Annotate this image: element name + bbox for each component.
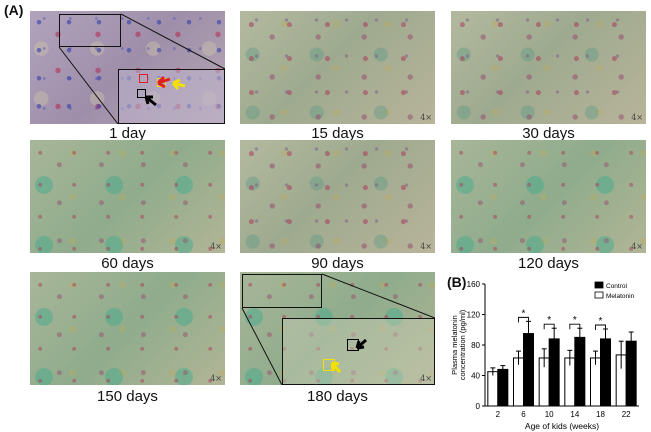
micrograph-caption: 150 days: [97, 388, 158, 405]
zoom-region-box: [59, 14, 121, 47]
micrograph-caption: 15 days: [311, 125, 364, 142]
melatonin-bar-chart: 0 40 80 120 160 Plasma melatoninconcentration…: [450, 280, 639, 431]
micrograph-caption: 30 days: [522, 125, 575, 142]
x-tick-label: 6: [521, 410, 526, 419]
magnification-label: 4×: [210, 242, 222, 251]
bar-control: [574, 336, 586, 407]
magnification-label: 4×: [631, 242, 643, 251]
black-arrow-icon: [144, 95, 157, 107]
magnification-label: 4×: [420, 242, 432, 251]
black-arrow-icon: [355, 338, 367, 350]
bar-melatonin: [513, 357, 524, 407]
bar-control: [600, 338, 611, 407]
x-tick-label: 2: [496, 410, 501, 419]
yellow-arrow-icon: [330, 361, 342, 373]
y-axis-label: Plasma melatoninconcentration (pg/ml): [450, 309, 467, 380]
significance-bracket: [569, 323, 581, 330]
significance-bracket: [518, 316, 529, 323]
panel-b-label: (B): [447, 274, 467, 290]
micrograph-30-days: 4×: [451, 11, 646, 124]
zoom-guide-lines: [58, 13, 225, 124]
legend-swatch-melatonin: [594, 291, 604, 299]
significance-mark: *: [573, 315, 577, 326]
significance-bracket: [543, 323, 555, 330]
y-tick-label: 160: [467, 280, 481, 289]
micrograph-90-days: 4×: [240, 140, 435, 253]
micrograph-150-days: 4×: [30, 272, 225, 385]
legend-label-control: Control: [606, 283, 628, 290]
micrograph-caption: 60 days: [101, 255, 154, 272]
x-tick-label: 10: [545, 410, 554, 419]
significance-mark: *: [522, 308, 526, 319]
bar-melatonin: [590, 357, 601, 407]
y-tick-label: 80: [471, 341, 480, 350]
legend-label-melatonin: Melatonin: [606, 293, 635, 300]
zoom-guide-lines: [241, 273, 435, 385]
magnification-label: 4×: [420, 113, 432, 122]
micrograph-caption: 1 day: [109, 125, 146, 142]
red-arrow-icon: [156, 75, 171, 89]
yellow-arrow-icon: [171, 78, 186, 90]
x-tick-label: 18: [596, 410, 605, 419]
micrograph-caption: 90 days: [311, 255, 364, 272]
black-box-marker: [137, 89, 146, 98]
zoom-inset: [282, 318, 435, 385]
significance-bracket: [595, 324, 606, 330]
x-tick-label: 14: [570, 410, 579, 419]
micrograph-180-days: 4×: [240, 272, 435, 385]
micrograph-60-days: 4×: [30, 140, 225, 253]
y-tick-label: 0: [476, 402, 481, 411]
red-box-marker: [139, 74, 148, 83]
magnification-label: 4×: [631, 113, 643, 122]
y-tick-label: 120: [467, 311, 481, 320]
significance-mark: *: [599, 316, 603, 327]
micrograph-caption: 180 days: [307, 388, 368, 405]
x-tick-label: 22: [622, 410, 631, 419]
micrograph-120-days: 4×: [451, 140, 646, 253]
x-axis-label: Age of kids (weeks): [525, 421, 599, 431]
legend-swatch-control: [594, 281, 604, 289]
panel-a-label: (A): [4, 2, 24, 18]
magnification-label: 4×: [420, 374, 432, 383]
significance-mark: *: [547, 315, 551, 326]
micrograph-15-days: 4×: [240, 11, 435, 124]
micrograph-caption: 120 days: [518, 255, 579, 272]
bar-control: [625, 340, 637, 407]
magnification-label: 4×: [210, 374, 222, 383]
micrograph-1-day: [30, 11, 225, 124]
zoom-region-box: [242, 274, 322, 308]
y-tick-label: 40: [471, 372, 480, 381]
bar-melatonin: [487, 371, 499, 407]
bar-control: [497, 368, 509, 407]
